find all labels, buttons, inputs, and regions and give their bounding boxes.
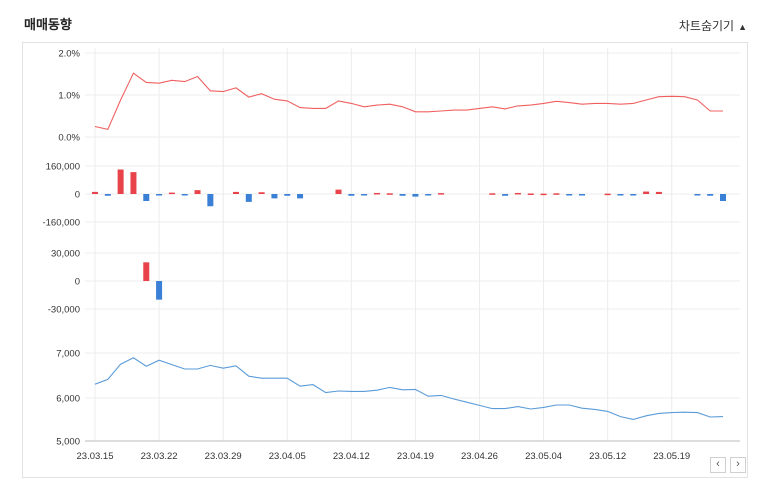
bar [553,193,560,195]
bar [514,192,521,195]
y-tick-label: 0 [75,277,80,288]
x-tick-label: 23.03.15 [77,451,114,462]
bar [566,194,573,196]
y-tick-label: 5,000 [56,437,80,448]
series-line [94,72,723,131]
y-tick-label: 1.0% [58,91,80,102]
y-tick-label: 160,000 [46,162,80,173]
bar [92,191,98,194]
hide-chart-toggle[interactable]: 차트숨기기 ▲ [679,17,747,34]
bar [694,194,701,196]
x-tick-label: 23.04.05 [269,451,306,462]
bar [707,194,714,196]
x-tick-label: 23.04.26 [461,451,498,462]
bar [143,194,150,201]
x-tick-label: 23.04.12 [333,451,370,462]
bar [489,193,496,195]
bar [156,281,163,300]
y-tick-label: 6,000 [56,394,80,405]
bar [104,194,111,196]
bar [399,194,406,196]
bar [194,190,201,194]
y-tick-label: -160,000 [42,218,80,229]
bar [361,194,368,196]
bar [335,189,342,194]
bar [604,193,611,196]
bar [527,193,534,195]
page-title: 매매동향 [24,17,72,32]
bar [579,194,586,196]
bar [630,194,637,196]
bar [181,194,188,196]
y-tick-label: 0 [75,190,80,201]
bar [207,194,214,207]
y-tick-label: 7,000 [56,349,80,360]
next-page-button[interactable]: › [730,457,746,473]
bar [540,193,547,196]
bar [297,194,304,199]
bar [143,262,150,281]
bar [425,194,432,196]
bar [617,194,624,196]
x-tick-label: 23.03.22 [141,451,178,462]
bar [117,169,124,194]
bar [386,193,393,195]
bar [655,191,662,194]
chart-frame [22,42,748,478]
bar [720,194,726,201]
y-tick-label: 30,000 [51,249,80,260]
triangle-up-icon: ▲ [738,22,747,32]
bar [284,194,291,196]
bar [438,193,445,195]
x-tick-label: 23.04.19 [397,451,434,462]
x-tick-label: 23.05.04 [525,451,562,462]
bar [130,172,137,194]
bar [271,194,278,199]
bar [168,192,175,195]
bar [373,192,380,195]
y-tick-label: 0.0% [58,133,80,144]
y-tick-label: -30,000 [48,305,80,316]
prev-page-button[interactable]: ‹ [710,457,726,473]
x-tick-label: 23.03.29 [205,451,242,462]
bar [245,194,252,202]
bar [156,194,163,196]
series-line [94,357,724,420]
bar [258,192,265,194]
x-tick-label: 23.05.19 [653,451,690,462]
bar [232,191,239,194]
hide-chart-label: 차트숨기기 [678,19,735,33]
bar [502,194,509,196]
bar [412,194,419,197]
x-tick-label: 23.05.12 [589,451,626,462]
bar [348,194,355,196]
bar [643,191,650,194]
y-tick-label: 2.0% [58,49,80,60]
